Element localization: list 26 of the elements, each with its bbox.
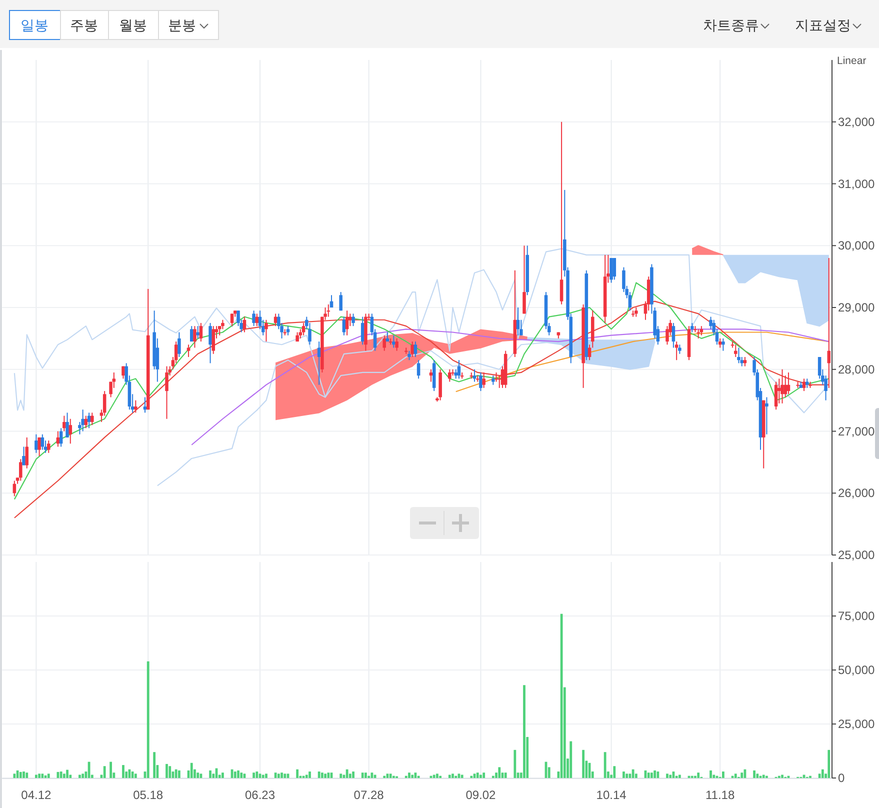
y-tick-label: 50,000 [838,663,876,677]
text: 분봉 [168,17,196,33]
y-tick-label: 0 [838,771,845,785]
y-tick-label: 75,000 [838,609,876,623]
text: 지표설정 [795,17,851,33]
x-tick-label: 11.18 [706,788,735,802]
text: 차트종류 [703,17,759,33]
x-tick-label: 05.18 [133,788,164,802]
x-tick-label: 06.23 [245,788,276,802]
x-tick-label: 10.14 [596,788,627,802]
x-tick-label: 04.12 [21,788,52,802]
text: 일봉 [20,17,48,33]
text: Linear [837,55,867,67]
y-tick-label: 32,000 [838,114,876,129]
y-tick-label: 25,000 [838,548,876,562]
text: 주봉 [70,17,98,33]
x-tick-label: 09.02 [466,788,496,802]
y-tick-label: 31,000 [838,176,876,191]
y-tick-label: 30,000 [838,238,876,253]
y-tick-label: 26,000 [838,486,876,500]
y-tick-label: 28,000 [838,362,876,376]
y-tick-label: 25,000 [838,717,876,731]
y-tick-label: 27,000 [838,424,876,438]
text: 월봉 [119,17,147,33]
y-tick-label: 29,000 [838,300,876,314]
x-tick-label: 07.28 [354,788,384,802]
